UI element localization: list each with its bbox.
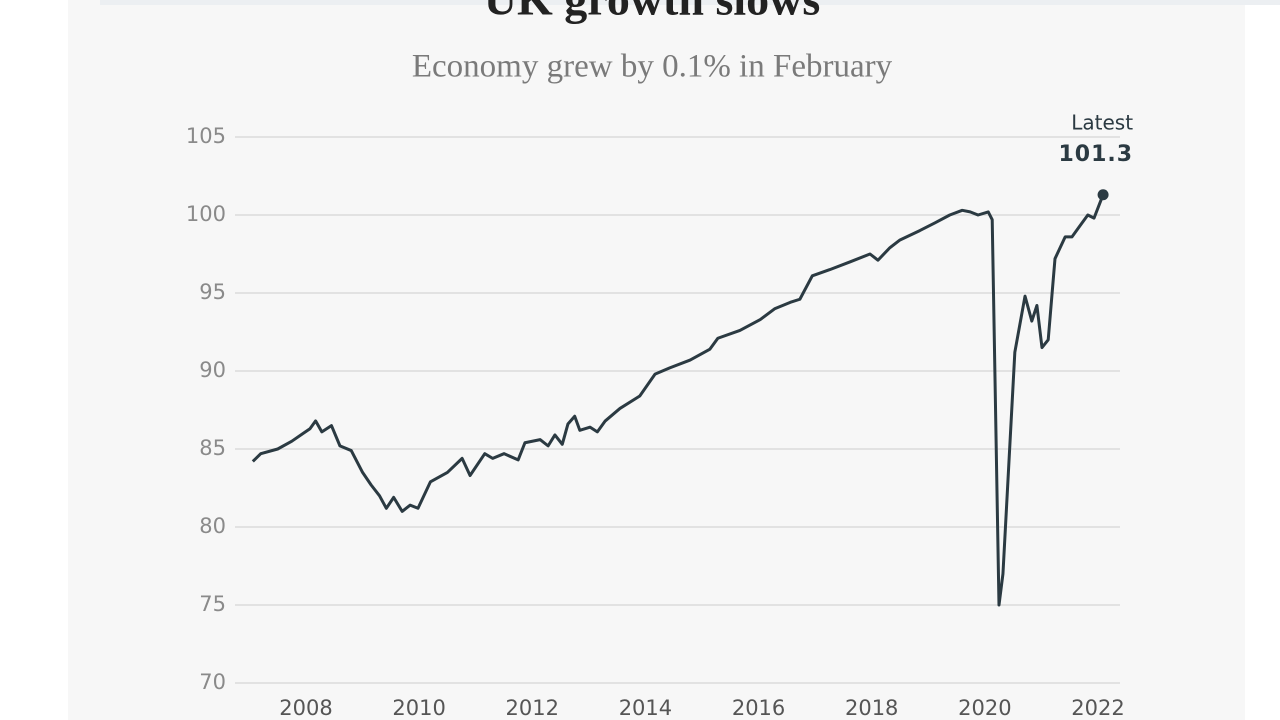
line-series <box>251 194 1105 607</box>
x-tick-label: 2022 <box>1071 696 1124 720</box>
x-tick-label: 2018 <box>845 696 898 720</box>
chart-panel <box>68 0 1245 720</box>
browser-bar <box>100 0 1280 5</box>
latest-point <box>1097 189 1109 201</box>
x-tick-label: 2012 <box>506 696 559 720</box>
annotation-label: Latest <box>1071 111 1133 135</box>
y-tick-label: 90 <box>199 358 226 382</box>
y-tick-label: 75 <box>199 592 226 616</box>
x-tick-label: 2008 <box>279 696 332 720</box>
y-tick-label: 95 <box>199 280 226 304</box>
chart-subtitle: Economy grew by 0.1% in February <box>412 49 893 85</box>
chart-title: UK growth slows <box>484 0 821 25</box>
annotation-value: 101.3 <box>1058 142 1133 167</box>
y-tick-label: 70 <box>199 670 226 694</box>
x-tick-label: 2014 <box>619 696 672 720</box>
y-tick-label: 105 <box>186 124 226 148</box>
y-tick-label: 85 <box>199 436 226 460</box>
y-tick-label: 100 <box>186 202 226 226</box>
x-tick-label: 2010 <box>392 696 445 720</box>
plot: 70 75 80 85 90 95 100 105 2008 2010 2012 2014 2016 20… <box>186 111 1133 720</box>
x-tick-label: 2020 <box>958 696 1011 720</box>
x-tick-label: 2016 <box>732 696 785 720</box>
y-tick-label: 80 <box>199 514 226 538</box>
